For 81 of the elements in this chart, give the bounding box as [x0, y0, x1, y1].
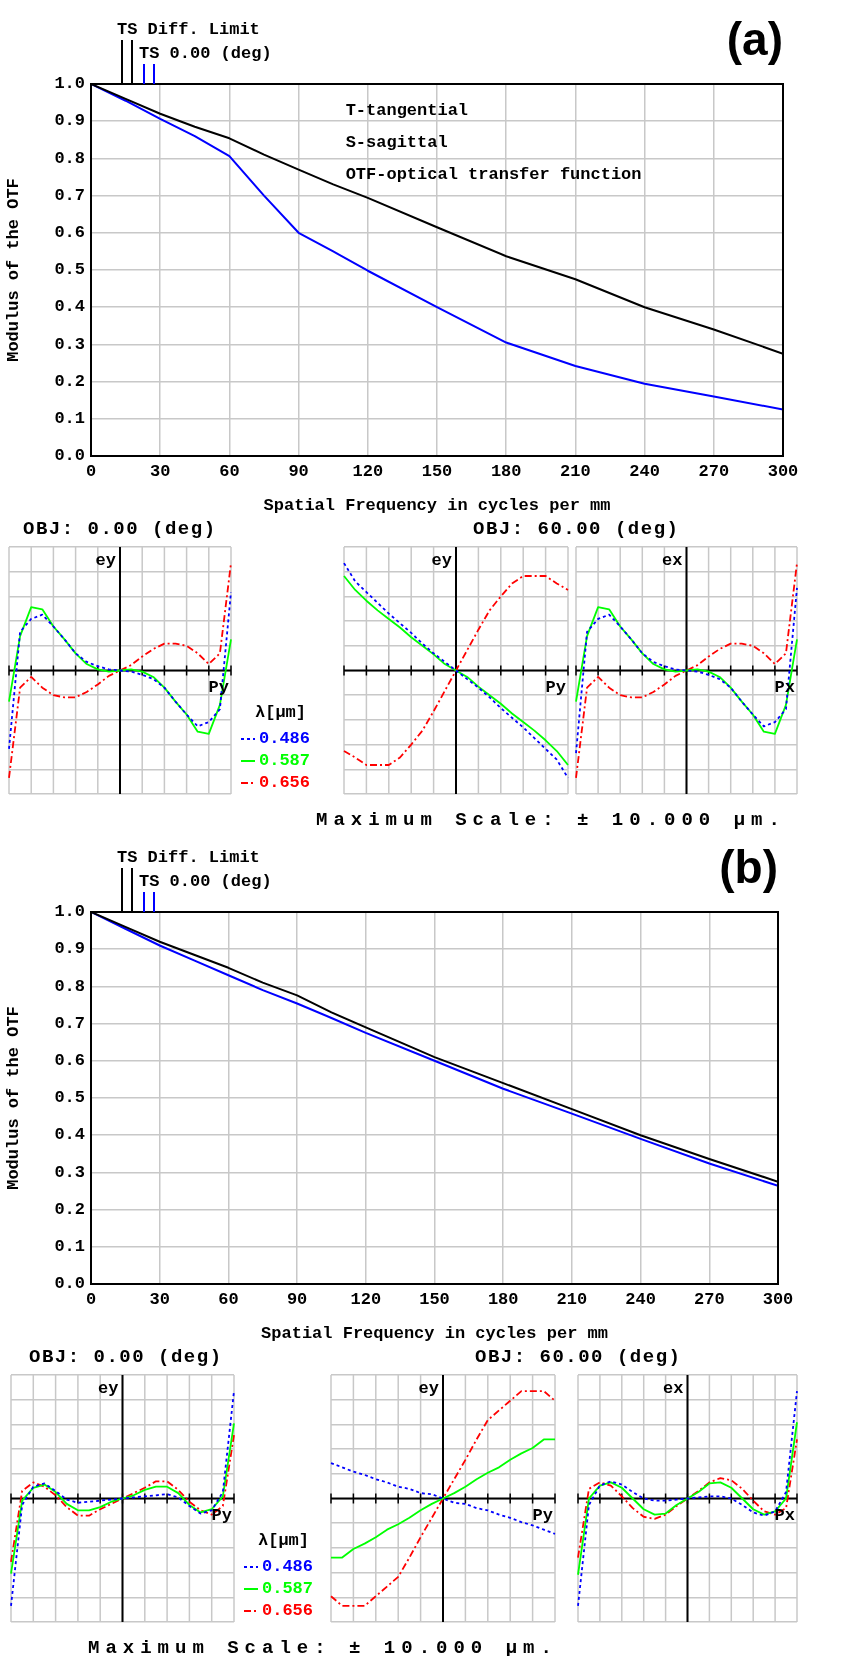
legend-label: 0.656	[262, 1601, 314, 1621]
text: TS 0.00 (deg)	[139, 872, 272, 892]
x-tick-label: 180	[487, 1290, 519, 1310]
y-tick-label: 0.1	[54, 1237, 85, 1257]
x-tick-label: 150	[419, 1290, 450, 1310]
text: Maximum Scale: ± 10.000 µm.	[316, 809, 786, 831]
legend-label: 0.587	[259, 751, 311, 771]
x-axis-title: Px	[774, 1505, 795, 1525]
x-axis-title: Py	[211, 1505, 232, 1525]
y-axis-title: ex	[663, 1379, 684, 1399]
y-tick-label: 0.8	[54, 148, 85, 168]
legend-title: λ[µm]	[255, 703, 307, 723]
annotation: T-tangential	[345, 101, 469, 121]
legend-title: λ[µm]	[258, 1531, 310, 1551]
chart-title: OBJ: 60.00 (deg)	[475, 1346, 682, 1368]
y-tick-label: 0.5	[54, 260, 85, 280]
text: TS Diff. Limit	[117, 848, 260, 868]
x-tick-label: 120	[350, 1290, 382, 1310]
x-tick-label: 0	[85, 1290, 97, 1310]
y-tick-label: 0.6	[54, 223, 85, 243]
y-axis-title: ey	[98, 1379, 119, 1399]
x-tick-label: 30	[149, 1290, 170, 1310]
x-tick-label: 270	[698, 462, 730, 482]
x-tick-label: 240	[629, 462, 660, 482]
x-tick-label: 90	[286, 1290, 308, 1310]
y-tick-label: 0.2	[54, 1199, 85, 1219]
y-tick-label: 0.9	[54, 939, 85, 959]
legend-label: 0.587	[262, 1579, 314, 1599]
text: TS Diff. Limit	[117, 20, 260, 40]
y-tick-label: 0.7	[54, 185, 85, 205]
y-tick-label: 0.4	[54, 1125, 85, 1145]
x-tick-label: 60	[218, 1290, 239, 1310]
text: TS 0.00 (deg)	[139, 44, 272, 64]
x-tick-label: 30	[150, 462, 171, 482]
x-tick-label: 270	[694, 1290, 725, 1310]
chart-title: OBJ: 0.00 (deg)	[23, 518, 217, 540]
chart-title: OBJ: 60.00 (deg)	[473, 518, 680, 540]
y-axis-title: Modulus of the OTF	[4, 1006, 24, 1190]
y-tick-label: 0.3	[54, 334, 85, 354]
legend-label: 0.656	[259, 773, 311, 793]
y-tick-label: 0.1	[54, 409, 85, 429]
y-axis-title: ey	[418, 1379, 439, 1399]
x-tick-label: 90	[288, 462, 309, 482]
y-axis-title: ey	[95, 551, 116, 571]
x-axis-title: Py	[545, 677, 566, 697]
y-tick-label: 0.8	[54, 976, 85, 996]
x-axis-title: Py	[532, 1505, 553, 1525]
y-tick-label: 0.5	[54, 1088, 85, 1108]
legend-label: 0.486	[262, 1557, 314, 1577]
x-tick-label: 240	[625, 1290, 656, 1310]
x-tick-label: 180	[490, 462, 522, 482]
y-tick-label: 0.7	[54, 1013, 85, 1033]
y-axis-title: Modulus of the OTF	[4, 178, 24, 362]
x-tick-label: 210	[556, 1290, 588, 1310]
y-tick-label: 0.0	[54, 446, 85, 466]
x-tick-label: 300	[762, 1290, 794, 1310]
x-axis-title: Spatial Frequency in cycles per mm	[261, 1324, 608, 1344]
chart-title: (b)	[719, 840, 778, 893]
x-axis-title: Spatial Frequency in cycles per mm	[263, 496, 611, 516]
x-tick-label: 150	[421, 462, 453, 482]
y-axis-title: ey	[431, 551, 452, 571]
y-tick-label: 1.0	[54, 74, 85, 94]
legend-label: 0.486	[259, 729, 311, 749]
y-tick-label: 0.4	[54, 297, 85, 317]
annotation: OTF-optical transfer function	[345, 165, 642, 185]
x-tick-label: 120	[352, 462, 384, 482]
y-tick-label: 1.0	[54, 902, 85, 922]
y-tick-label: 0.6	[54, 1051, 85, 1071]
text: Maximum Scale: ± 10.000 µm.	[88, 1637, 558, 1656]
x-tick-label: 210	[560, 462, 591, 482]
x-tick-label: 0	[85, 462, 97, 482]
x-tick-label: 300	[767, 462, 799, 482]
y-tick-label: 0.9	[54, 111, 85, 131]
chart-title: (a)	[726, 12, 783, 65]
y-axis-title: ex	[662, 551, 683, 571]
x-tick-label: 60	[219, 462, 240, 482]
chart-title: OBJ: 0.00 (deg)	[29, 1346, 223, 1368]
y-tick-label: 0.3	[54, 1162, 85, 1182]
annotation: S-sagittal	[345, 133, 448, 153]
y-tick-label: 0.0	[54, 1274, 85, 1294]
y-tick-label: 0.2	[54, 371, 85, 391]
